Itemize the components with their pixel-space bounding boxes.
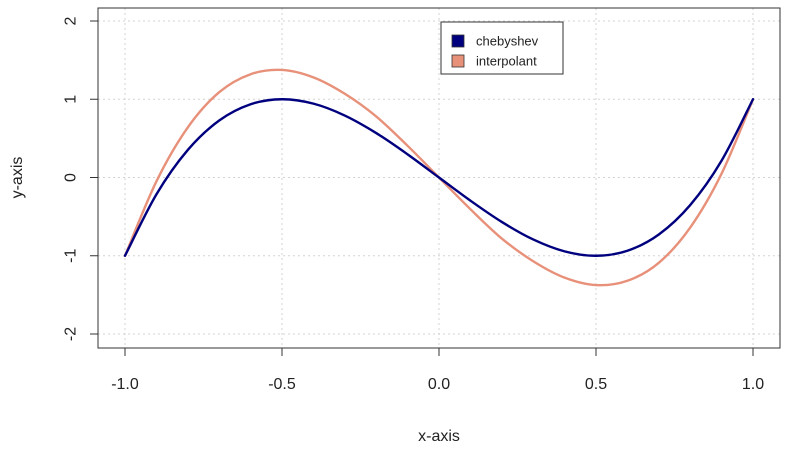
x-tick-label: 0.0: [428, 376, 450, 393]
legend-label-chebyshev: chebyshev: [476, 34, 539, 49]
series-line-chebyshev: [123, 98, 755, 257]
x-axis: -1.0 -0.5 0.0 0.5 1.0: [111, 347, 764, 393]
x-tick-label: 0.5: [585, 376, 607, 393]
series-layer: [123, 68, 755, 287]
legend: chebyshev interpolant: [440, 21, 564, 75]
y-tick-label: 1: [63, 95, 80, 104]
y-tick-label: 2: [63, 16, 80, 25]
x-tick-label: -0.5: [268, 376, 296, 393]
y-axis-label: y-axis: [9, 157, 26, 199]
legend-label-interpolant: interpolant: [476, 54, 537, 69]
y-axis: -2 -1 0 1 2: [63, 16, 99, 341]
y-tick-label: 0: [63, 173, 80, 182]
y-tick-label: -2: [63, 327, 80, 341]
x-tick-label: 1.0: [742, 376, 764, 393]
x-axis-label: x-axis: [418, 428, 460, 445]
legend-swatch-interpolant: [451, 54, 465, 68]
x-tick-label: -1.0: [111, 376, 139, 393]
y-tick-label: -1: [63, 249, 80, 263]
legend-swatch-chebyshev: [451, 34, 465, 48]
